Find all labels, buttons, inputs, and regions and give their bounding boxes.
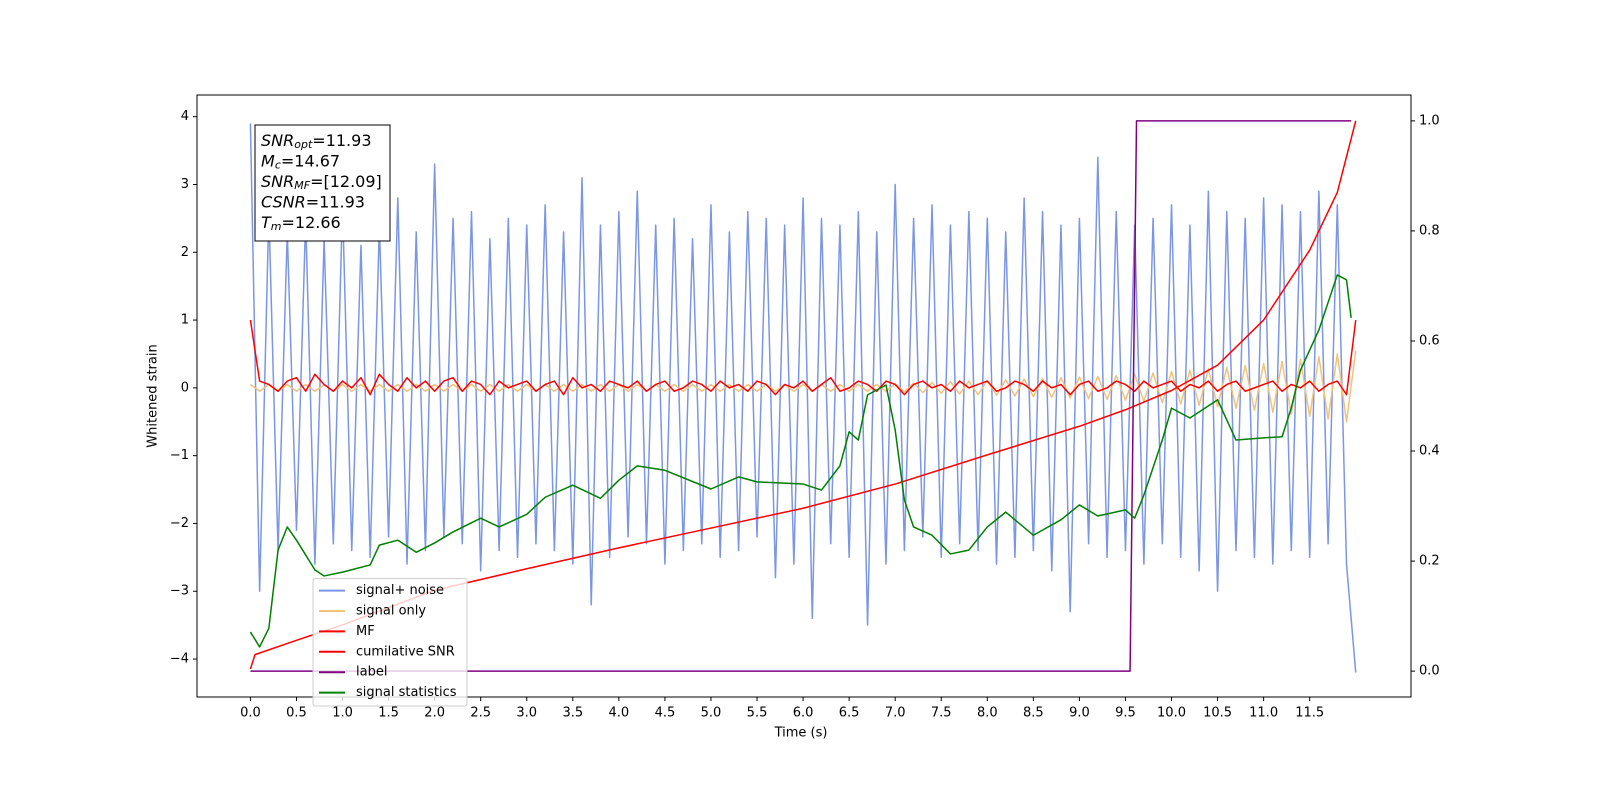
y-tick-label: −4 — [170, 652, 189, 667]
x-tick-label: 11.5 — [1295, 706, 1324, 721]
annotation-line: Mc=14.67 — [261, 151, 340, 172]
x-tick-label: 0.5 — [286, 706, 307, 721]
x-tick-label: 6.5 — [839, 706, 860, 721]
y2-tick-label: 0.6 — [1419, 333, 1440, 348]
x-tick-label: 4.5 — [655, 706, 676, 721]
y2-tick-label: 0.4 — [1419, 444, 1440, 459]
x-tick-label: 8.0 — [977, 706, 998, 721]
annotation-value: =[12.09] — [310, 172, 382, 191]
x-tick-label: 0.0 — [240, 706, 261, 721]
x-tick-label: 11.0 — [1249, 706, 1278, 721]
annotation-value: =11.93 — [312, 131, 371, 150]
x-tick-label: 1.0 — [332, 706, 353, 721]
x-axis-label: Time (s) — [774, 726, 828, 741]
x-tick-label: 7.0 — [885, 706, 906, 721]
y2-tick-label: 0.2 — [1419, 554, 1440, 569]
annotation-symbol: SNR — [261, 172, 294, 191]
x-tick-label: 1.5 — [378, 706, 399, 721]
series-line — [249, 319, 1357, 396]
series-line — [249, 274, 1352, 648]
plot-frame — [196, 94, 1412, 698]
x-tick-label: 4.0 — [609, 706, 630, 721]
legend-frame — [312, 578, 468, 707]
y-tick-label: 3 — [181, 177, 189, 192]
y-axis-label: Whitened strain — [146, 344, 161, 447]
annotation-subscript: c — [275, 159, 281, 172]
y-tick-label: 0 — [181, 380, 189, 395]
x-tick-label: 5.5 — [747, 706, 768, 721]
x-tick-label: 5.0 — [701, 706, 722, 721]
annotation-subscript: opt — [294, 138, 313, 151]
annotation-subscript: m — [271, 220, 282, 233]
annotation-symbol: T — [261, 213, 272, 232]
x-tick-label: 9.5 — [1115, 706, 1136, 721]
y-tick-label: 2 — [181, 245, 189, 260]
x-tick-label: 3.5 — [562, 706, 583, 721]
annotation-value: =12.66 — [282, 213, 341, 232]
x-tick-label: 10.0 — [1157, 706, 1186, 721]
annotation-frame — [254, 124, 391, 242]
annotation-value: =14.67 — [281, 151, 340, 170]
y-tick-label: −2 — [170, 516, 189, 531]
x-tick-label: 6.0 — [793, 706, 814, 721]
y2-tick-label: 1.0 — [1419, 113, 1440, 128]
x-tick-label: 9.0 — [1069, 706, 1090, 721]
y2-tick-label: 0.0 — [1419, 664, 1440, 679]
annotation-line: SNRopt=11.93 — [261, 131, 372, 152]
annotation-box: SNRopt=11.93Mc=14.67SNRMF=[12.09]CSNR=11… — [254, 124, 391, 242]
legend-label: MF — [356, 624, 375, 639]
series-line — [249, 123, 1357, 673]
y-tick-label: −1 — [170, 448, 189, 463]
legend-label: cumilative SNR — [356, 644, 455, 659]
y-tick-label: 4 — [181, 109, 189, 124]
legend-label: signal only — [356, 604, 426, 619]
legend: signal+ noise signal only MF cumilative SNR… — [312, 578, 468, 707]
series-line — [249, 350, 1357, 423]
annotation-symbol: M — [261, 151, 275, 170]
y2-tick-label: 0.8 — [1419, 223, 1440, 238]
x-tick-label: 10.5 — [1203, 706, 1232, 721]
annotation-line: Tm=12.66 — [261, 213, 341, 234]
annotation-symbol: CSNR — [261, 192, 306, 211]
x-tick-label: 7.5 — [931, 706, 952, 721]
legend-label: signal statistics — [356, 685, 457, 700]
annotation-symbol: SNR — [261, 131, 294, 150]
annotation-line: CSNR=11.93 — [261, 192, 365, 211]
annotation-subscript: MF — [294, 179, 310, 192]
x-tick-label: 8.5 — [1023, 706, 1044, 721]
annotation-value: =11.93 — [306, 192, 365, 211]
y-tick-label: −3 — [170, 584, 189, 599]
legend-label: label — [356, 665, 387, 680]
x-tick-label: 2.5 — [470, 706, 491, 721]
series-line — [250, 120, 1352, 672]
annotation-line: SNRMF=[12.09] — [261, 172, 382, 193]
y-tick-label: 1 — [181, 313, 189, 328]
x-tick-label: 3.0 — [516, 706, 537, 721]
x-tick-label: 2.0 — [424, 706, 445, 721]
legend-label: signal+ noise — [356, 583, 444, 598]
